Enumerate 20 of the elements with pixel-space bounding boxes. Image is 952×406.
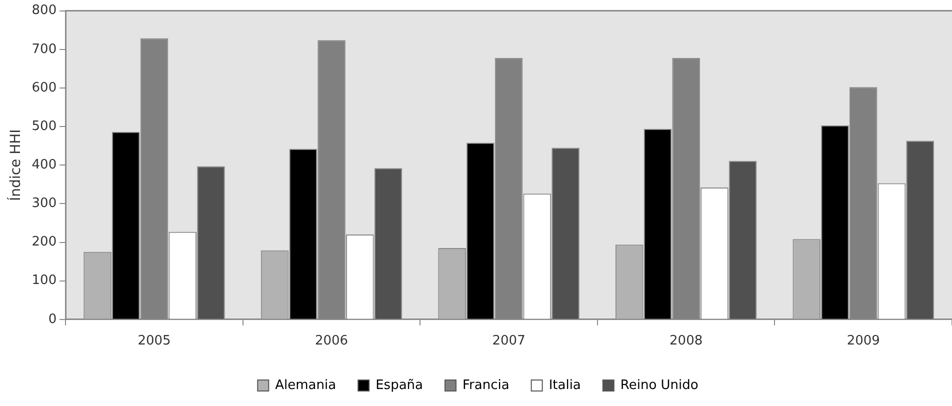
y-tick-label: 500	[32, 118, 57, 134]
y-tick-label: 0	[48, 312, 57, 327]
legend-label: Alemania	[275, 378, 336, 393]
x-tick-label: 2008	[670, 334, 703, 349]
y-axis-title: Índice HHI	[7, 129, 24, 201]
x-tick-label: 2007	[492, 334, 526, 349]
legend-label: Italia	[548, 378, 581, 393]
y-tick-label: 200	[32, 234, 57, 250]
legend-label: España	[376, 378, 424, 393]
legend-label: Francia	[462, 378, 510, 393]
y-tick-label: 800	[32, 3, 57, 18]
y-tick-label: 600	[32, 80, 57, 96]
x-tick-label: 2005	[138, 334, 171, 349]
legend-label: Reino Unido	[620, 378, 698, 393]
y-tick-label: 400	[32, 157, 57, 172]
y-tick-label: 100	[32, 273, 57, 288]
y-tick-label: 700	[32, 42, 57, 57]
x-tick-label: 2009	[846, 334, 880, 349]
x-tick-label: 2006	[314, 334, 348, 349]
y-tick-label: 300	[32, 196, 57, 212]
